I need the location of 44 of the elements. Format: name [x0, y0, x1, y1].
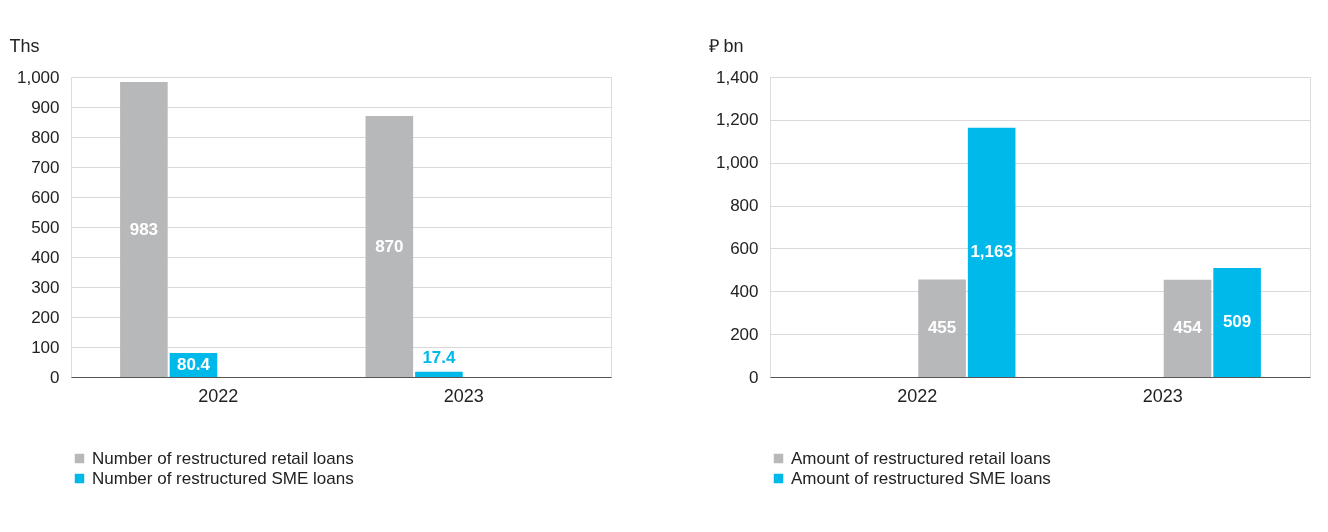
data-label: 17.4: [422, 347, 457, 367]
y-tick-label: 1,400: [715, 67, 759, 87]
x-tick-label: 2023: [443, 385, 484, 406]
bar: [1163, 279, 1212, 377]
y-tick-label: 600: [31, 187, 60, 207]
y-tick-label: 1,000: [16, 67, 60, 87]
data-label: 454: [1173, 318, 1203, 338]
legend-label: Amount of restructured retail loans: [791, 448, 1051, 468]
x-tick-label: 2023: [1142, 385, 1183, 406]
y-axis-title: Ths: [9, 35, 40, 56]
bar: [967, 127, 1016, 377]
legend-label: Number of restructured retail loans: [92, 448, 354, 468]
x-tick-label: 2022: [897, 385, 938, 406]
y-tick-label: 200: [730, 324, 759, 344]
y-tick-label: 100: [31, 337, 60, 357]
y-tick-label: 0: [50, 367, 60, 387]
legend-label: Number of restructured SME loans: [92, 468, 354, 488]
y-tick-label: 1,000: [715, 153, 759, 173]
y-tick-label: 500: [31, 217, 60, 237]
y-tick-label: 700: [31, 157, 60, 177]
bar: [1213, 267, 1261, 377]
y-tick-label: 0: [749, 367, 759, 387]
y-tick-label: 400: [31, 247, 60, 267]
data-label: 870: [375, 236, 404, 256]
y-tick-label: 400: [730, 281, 759, 301]
y-tick-label: 300: [31, 277, 60, 297]
bar: [918, 279, 966, 377]
data-label: 509: [1222, 312, 1252, 332]
data-label: 1,163: [970, 242, 1013, 262]
bar: [415, 371, 463, 377]
y-tick-label: 800: [31, 127, 60, 147]
x-tick-label: 2022: [198, 385, 239, 406]
legend-label: Amount of restructured SME loans: [791, 468, 1051, 488]
y-tick-label: 200: [31, 307, 60, 327]
bar: [120, 82, 168, 377]
y-axis-title: ₽ bn: [708, 35, 744, 56]
y-tick-label: 900: [31, 97, 60, 117]
data-label: 80.4: [176, 354, 211, 374]
y-tick-label: 600: [730, 238, 759, 258]
data-label: 983: [129, 219, 159, 239]
data-label: 455: [927, 318, 957, 338]
y-tick-label: 1,200: [715, 110, 759, 130]
y-tick-label: 800: [730, 196, 759, 216]
bar: [365, 116, 414, 377]
